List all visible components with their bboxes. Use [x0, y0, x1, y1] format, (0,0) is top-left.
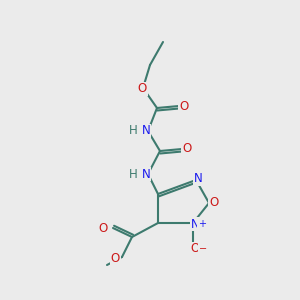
Text: N: N	[142, 124, 150, 137]
Text: −: −	[199, 244, 207, 254]
Text: +: +	[198, 219, 206, 229]
Text: N: N	[190, 218, 200, 230]
Text: N: N	[142, 167, 150, 181]
Text: O: O	[182, 142, 192, 155]
Text: O: O	[209, 196, 219, 209]
Text: O: O	[190, 242, 200, 256]
Text: O: O	[137, 82, 147, 95]
Text: H: H	[129, 124, 138, 137]
Text: O: O	[99, 221, 108, 235]
Text: H: H	[129, 167, 138, 181]
Text: O: O	[111, 253, 120, 266]
Text: N: N	[194, 172, 202, 185]
Text: O: O	[179, 100, 189, 112]
